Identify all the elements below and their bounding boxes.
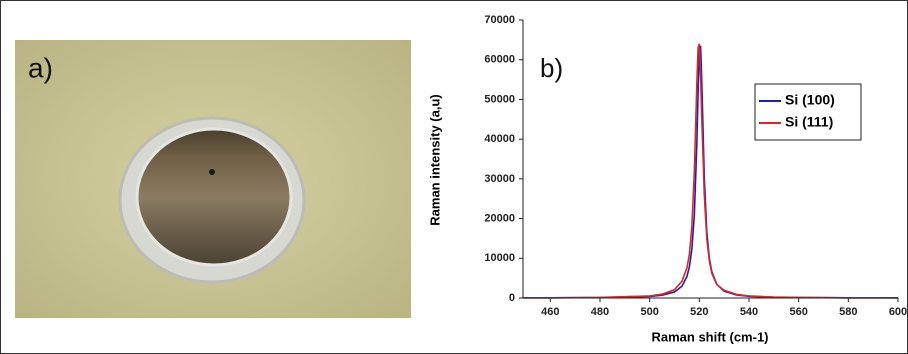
x-tick-label: 600 [889,306,907,318]
x-tick-label: 560 [789,306,807,318]
y-axis-label: Raman intensity (a,u) [427,94,442,225]
y-tick-label: 10000 [484,252,515,264]
legend-label: Si (111) [785,114,833,130]
series-line [522,43,899,299]
wafer-spot [209,169,215,175]
legend-box [754,83,862,141]
x-tick-label: 480 [591,306,609,318]
x-tick-label: 580 [839,306,857,318]
x-axis-label: Raman shift (cm-1) [651,329,768,344]
x-tick-label: 520 [690,306,708,318]
x-tick-label: 460 [541,306,559,318]
y-tick-label: 50000 [484,93,515,105]
y-tick-label: 0 [509,292,515,304]
x-tick-label: 540 [740,306,758,318]
chart: b) Raman shift (cm-1) Raman intensity (a… [427,53,768,345]
y-tick-label: 70000 [484,14,515,26]
y-tick-label: 20000 [484,212,515,224]
y-tick-label: 30000 [484,173,515,185]
x-tick-label: 500 [640,306,658,318]
panel-label: a) [28,52,53,83]
y-tick-label: 60000 [484,54,515,66]
annotation: b) [540,53,563,83]
y-tick-label: 40000 [484,133,515,145]
photo: a) [15,40,411,318]
wafer [135,127,293,267]
legend-label: Si (100) [785,92,835,108]
